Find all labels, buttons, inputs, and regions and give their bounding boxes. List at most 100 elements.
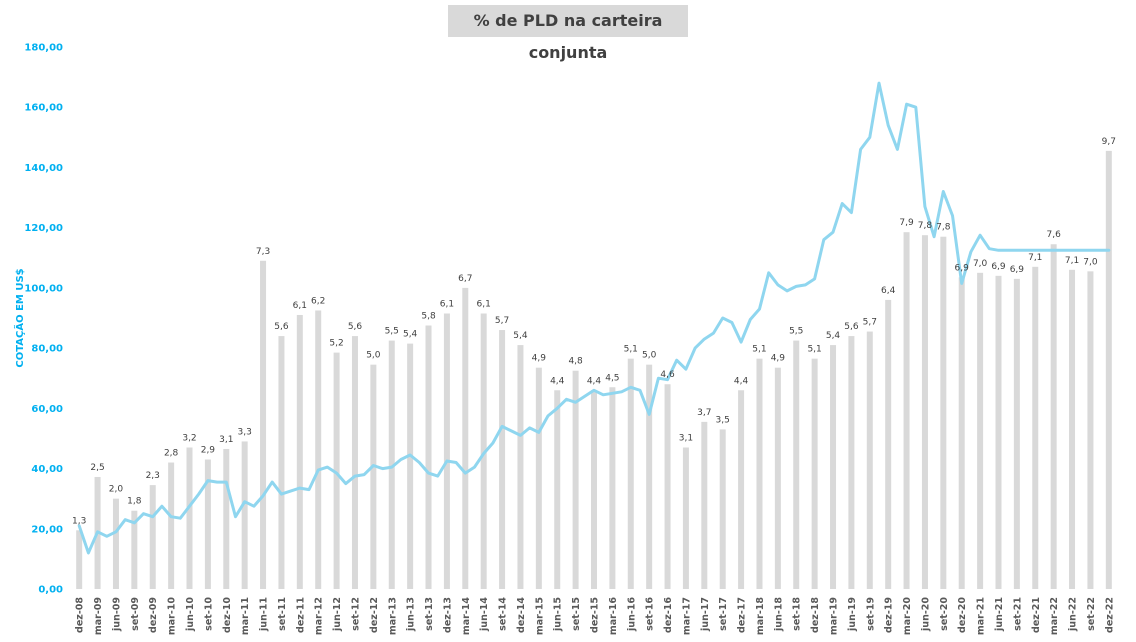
bar	[940, 236, 947, 589]
bar-data-label: 4,9	[771, 354, 786, 364]
x-tick-label: dez-14	[516, 597, 527, 633]
x-tick-label: mar-18	[755, 597, 766, 636]
bar	[627, 358, 634, 589]
x-tick-label: jun-10	[185, 597, 196, 632]
bar	[756, 358, 763, 589]
bar	[793, 340, 800, 589]
x-tick-label: jun-21	[994, 597, 1005, 632]
bar	[903, 232, 910, 589]
x-tick-label: jun-15	[553, 597, 564, 632]
bar-data-label: 5,4	[826, 331, 841, 341]
bar-data-label: 4,4	[550, 376, 565, 386]
bar	[664, 384, 671, 589]
bar-data-label: 5,6	[348, 322, 363, 332]
x-tick-label: jun-17	[700, 597, 711, 632]
bar-data-label: 1,3	[72, 516, 86, 526]
x-tick-label: dez-18	[810, 597, 821, 633]
bar-data-label: 5,4	[403, 330, 418, 340]
bar-data-label: 7,8	[918, 221, 933, 231]
bar-data-label: 7,1	[1065, 256, 1079, 266]
x-tick-label: mar-17	[681, 597, 692, 635]
bar	[977, 272, 984, 589]
x-tick-label: mar-10	[167, 597, 178, 636]
bar-data-label: 3,2	[182, 433, 196, 443]
bar	[866, 331, 873, 589]
bar-data-label: 7,0	[1083, 257, 1098, 267]
bar	[370, 364, 377, 589]
bar	[223, 448, 230, 589]
bar	[260, 260, 267, 589]
bar	[462, 287, 469, 589]
bar-data-label: 4,6	[660, 370, 675, 380]
bar-data-label: 4,9	[532, 354, 547, 364]
y-axis-ticks: 0,00 20,00 40,00 60,00 80,00 100,00 120,00 140,…	[24, 43, 63, 596]
bar-data-label: 5,6	[844, 322, 859, 332]
bar	[1105, 150, 1112, 589]
bar-data-label: 5,6	[274, 322, 289, 332]
bar	[186, 447, 193, 589]
bar-data-label: 5,5	[385, 327, 399, 337]
bar-data-label: 4,4	[734, 376, 749, 386]
bar-data-label: 5,1	[624, 345, 638, 355]
x-tick-label: mar-13	[387, 597, 398, 635]
chart-title: % de PLD na carteira conjunta	[473, 11, 663, 62]
x-tick-label: jun-20	[920, 597, 931, 632]
x-tick-label: dez-11	[295, 597, 306, 633]
bar	[168, 462, 175, 589]
x-tick-label: mar-11	[240, 597, 251, 635]
bar-data-label: 2,3	[146, 471, 160, 481]
y-tick-label: 180,00	[24, 43, 63, 54]
bar-data-label: 4,5	[605, 373, 619, 383]
bar	[241, 441, 248, 589]
x-tick-label: mar-21	[976, 597, 987, 635]
bar-data-label: 5,1	[807, 345, 821, 355]
bar	[112, 498, 119, 589]
x-tick-label: jun-19	[847, 597, 858, 632]
bar-data-label: 5,7	[863, 318, 877, 328]
bar	[351, 336, 358, 589]
bar-data-label: 2,0	[109, 485, 124, 495]
bar-data-label: 5,0	[642, 351, 657, 361]
bar	[848, 336, 855, 589]
bar-data-label: 2,9	[201, 446, 216, 456]
x-tick-label: dez-08	[75, 597, 86, 633]
x-tick-label: mar-20	[902, 597, 913, 636]
bar-data-label: 4,8	[568, 357, 583, 367]
bar-data-label: 6,7	[458, 274, 472, 284]
bar-data-label: 6,1	[293, 301, 307, 311]
x-tick-label: set-14	[498, 597, 509, 631]
bar	[517, 345, 524, 589]
bar-data-label: 4,4	[587, 376, 602, 386]
x-tick-label: mar-19	[829, 597, 840, 635]
bar	[443, 313, 450, 589]
y-tick-label: 20,00	[31, 524, 63, 535]
bar-data-label: 2,8	[164, 449, 179, 459]
bar-data-label: 6,9	[1010, 265, 1025, 275]
x-tick-label: set-17	[718, 597, 729, 631]
x-tick-label: jun-13	[406, 597, 417, 632]
bar	[315, 310, 322, 589]
bar-data-label: 6,4	[881, 286, 896, 296]
x-tick-label: dez-12	[369, 597, 380, 633]
bar-data-label: 2,5	[90, 463, 104, 473]
bar	[1087, 271, 1094, 589]
bar-data-label: 5,0	[366, 351, 381, 361]
bar	[535, 367, 542, 589]
x-tick-label: set-10	[203, 597, 214, 631]
bar	[149, 485, 156, 589]
bar	[830, 345, 837, 589]
y-tick-label: 80,00	[31, 344, 63, 355]
x-tick-label: set-18	[792, 597, 803, 631]
bar-data-label: 5,4	[513, 331, 528, 341]
x-tick-label: jun-18	[773, 597, 784, 632]
x-tick-label: jun-12	[332, 597, 343, 632]
x-tick-label: set-09	[130, 597, 141, 631]
chart-title-background	[448, 5, 688, 37]
x-tick-label: set-12	[350, 597, 361, 631]
bar	[296, 314, 303, 589]
y-tick-label: 160,00	[24, 103, 63, 114]
x-tick-label: dez-20	[957, 597, 968, 633]
bar	[591, 390, 597, 589]
bar	[407, 343, 414, 589]
